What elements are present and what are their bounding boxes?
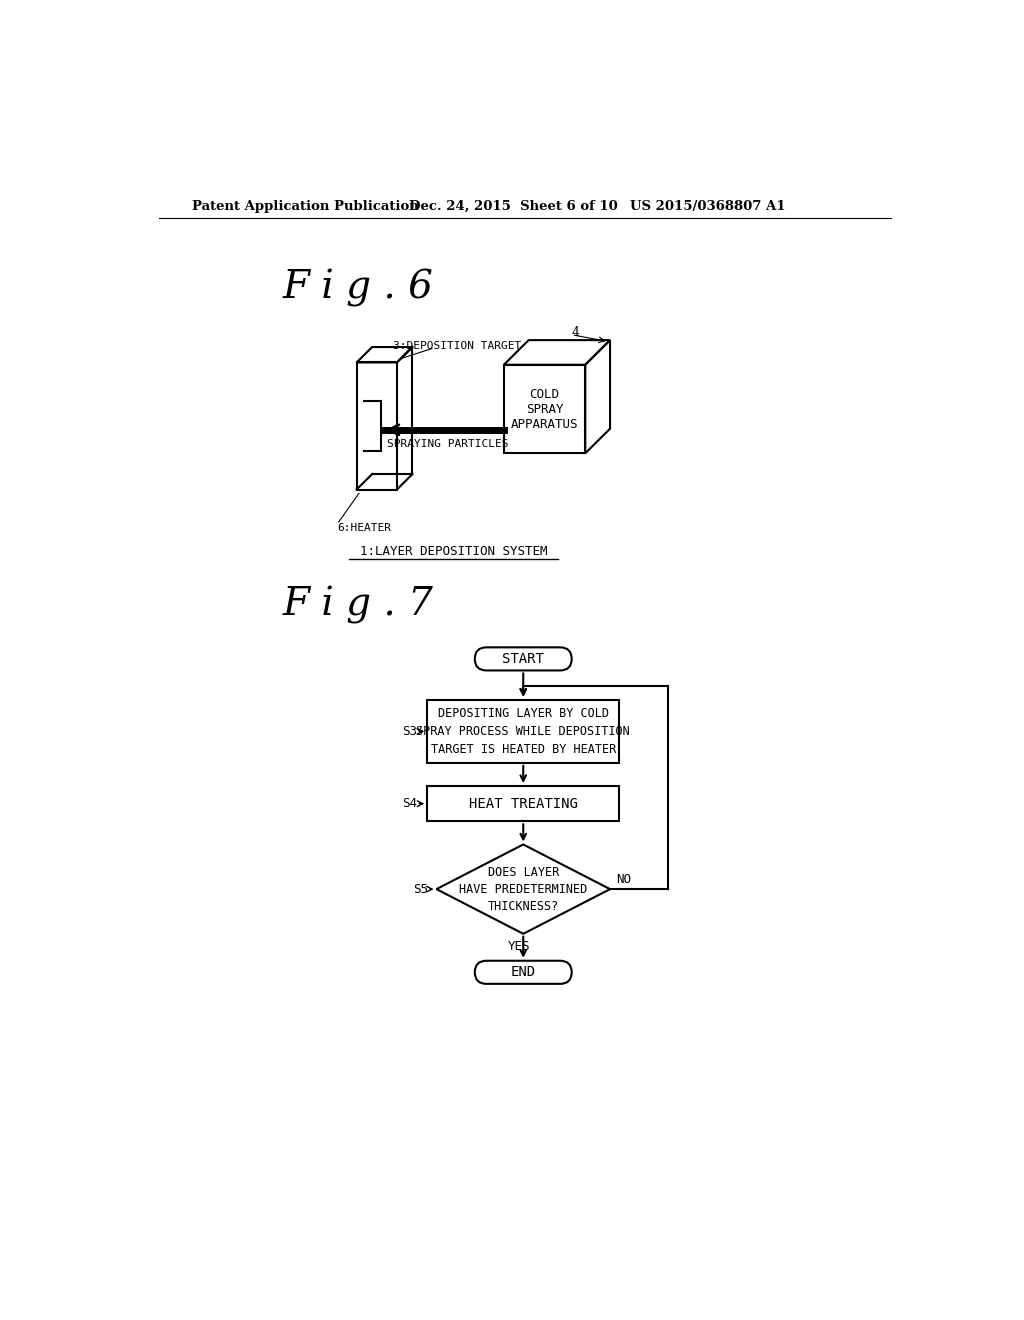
Text: F i g . 6: F i g . 6 bbox=[283, 269, 434, 306]
Text: 1:LAYER DEPOSITION SYSTEM: 1:LAYER DEPOSITION SYSTEM bbox=[359, 545, 547, 557]
Text: 4: 4 bbox=[571, 326, 580, 339]
Text: S5: S5 bbox=[414, 883, 428, 896]
Text: S3': S3' bbox=[402, 725, 425, 738]
Text: Patent Application Publication: Patent Application Publication bbox=[191, 199, 418, 213]
Text: END: END bbox=[511, 965, 536, 979]
Text: YES: YES bbox=[508, 940, 530, 953]
Text: US 2015/0368807 A1: US 2015/0368807 A1 bbox=[630, 199, 785, 213]
Text: 3:DEPOSITION TARGET: 3:DEPOSITION TARGET bbox=[393, 341, 521, 351]
Text: DOES LAYER
HAVE PREDETERMINED
THICKNESS?: DOES LAYER HAVE PREDETERMINED THICKNESS? bbox=[459, 866, 588, 912]
Text: 6:HEATER: 6:HEATER bbox=[337, 523, 391, 533]
Text: DEPOSITING LAYER BY COLD
SPRAY PROCESS WHILE DEPOSITION
TARGET IS HEATED BY HEAT: DEPOSITING LAYER BY COLD SPRAY PROCESS W… bbox=[417, 706, 630, 756]
Text: START: START bbox=[503, 652, 544, 665]
Text: Dec. 24, 2015  Sheet 6 of 10: Dec. 24, 2015 Sheet 6 of 10 bbox=[409, 199, 617, 213]
Text: F i g . 7: F i g . 7 bbox=[283, 586, 434, 624]
Text: HEAT TREATING: HEAT TREATING bbox=[469, 797, 578, 810]
Text: S4: S4 bbox=[402, 797, 418, 810]
Text: NO: NO bbox=[616, 873, 631, 886]
Text: SPRAYING PARTICLES: SPRAYING PARTICLES bbox=[387, 438, 508, 449]
Text: COLD
SPRAY
APPARATUS: COLD SPRAY APPARATUS bbox=[511, 388, 579, 430]
